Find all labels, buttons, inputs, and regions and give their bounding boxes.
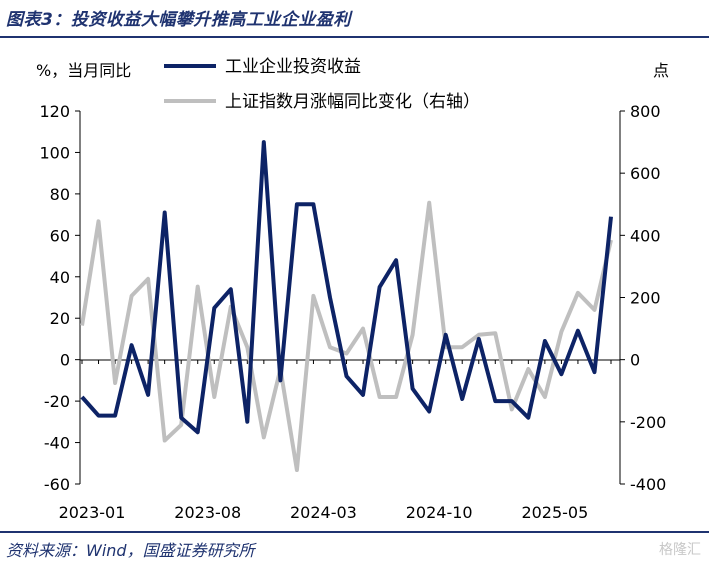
left-axis-unit: %，当月同比 — [36, 61, 131, 80]
right-tick-label: 400 — [630, 226, 661, 245]
right-tick-label: -200 — [630, 413, 666, 432]
legend-label: 上证指数月涨幅同比变化（右轴） — [225, 92, 480, 112]
right-tick-label: 0 — [630, 351, 640, 370]
right-tick-label: 600 — [630, 164, 661, 183]
title-rule — [0, 36, 709, 38]
x-tick-label: 2023-08 — [174, 503, 241, 522]
series-line-shanghai-index — [80, 200, 613, 472]
figure-title: 图表3：投资收益大幅攀升推高工业企业盈利 — [6, 10, 351, 30]
left-tick-label: 20 — [50, 309, 70, 328]
x-tick-label: 2024-10 — [406, 503, 473, 522]
right-axis-unit: 点 — [653, 61, 669, 80]
left-tick-label: 100 — [39, 143, 70, 162]
left-tick-label: -20 — [44, 392, 70, 411]
series-line-investment-income — [80, 140, 613, 435]
left-tick-label: 0 — [60, 351, 70, 370]
x-tick-label: 2025-05 — [521, 503, 588, 522]
left-tick-label: 40 — [50, 268, 70, 287]
left-tick-label: 80 — [50, 185, 70, 204]
source-note: 资料来源：Wind，国盛证券研究所 — [6, 541, 255, 560]
source-rule — [0, 531, 709, 533]
x-tick-label: 2024-03 — [290, 503, 357, 522]
left-tick-label: 60 — [50, 226, 70, 245]
left-tick-label: -40 — [44, 434, 70, 453]
left-tick-label: -60 — [44, 475, 70, 494]
watermark: 格隆汇 — [659, 542, 701, 558]
left-tick-label: 120 — [39, 102, 70, 121]
right-tick-label: -400 — [630, 475, 666, 494]
right-tick-label: 800 — [630, 102, 661, 121]
x-tick-label: 2023-01 — [59, 503, 126, 522]
right-tick-label: 200 — [630, 289, 661, 308]
legend-label: 工业企业投资收益 — [225, 57, 361, 77]
